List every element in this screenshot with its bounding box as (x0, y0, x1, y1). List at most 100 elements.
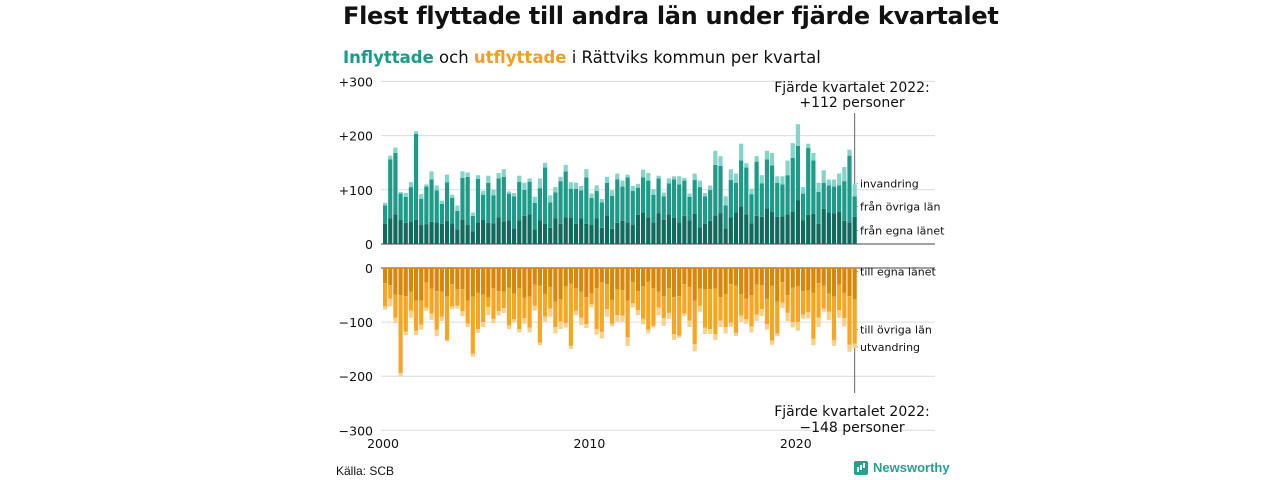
outflow-bar-segment (651, 325, 656, 328)
outflow-bar-segment (537, 268, 542, 286)
inflow-bar-segment (625, 174, 630, 178)
outflow-bar-segment (501, 268, 506, 292)
outflow-bar-segment (785, 295, 790, 313)
outflow-bar-segment (842, 292, 847, 319)
outflow-bar-segment (460, 268, 465, 290)
outflow-bar-segment (682, 313, 687, 317)
inflow-bar-segment (816, 223, 821, 244)
y-tick-label-inflow: +100 (339, 183, 373, 198)
outflow-bar-segment (718, 320, 723, 327)
inflow-bar-segment (450, 223, 455, 244)
outflow-bar-segment (413, 268, 419, 301)
inflow-bar-segment (450, 197, 455, 224)
outflow-bar-segment (821, 268, 826, 286)
outflow-bar-segment (630, 282, 635, 304)
inflow-bar-segment (806, 214, 811, 244)
inflow-bar-segment (573, 223, 579, 244)
inflow-bar-segment (558, 181, 563, 224)
outflow-bar-segment (661, 296, 666, 319)
inflow-bar-segment (393, 214, 398, 244)
inflow-bar-segment (537, 220, 542, 244)
outflow-bar-segment (610, 299, 615, 324)
outflow-bar-segment (697, 268, 702, 289)
inflow-bar-segment (795, 124, 800, 146)
inflow-bar-segment (512, 196, 517, 229)
outflow-bar-segment (439, 316, 444, 322)
inflow-bar-segment (702, 193, 708, 197)
inflow-bar-segment (537, 178, 542, 189)
inflow-bar-segment (811, 213, 816, 244)
outflow-bar-segment (465, 323, 470, 327)
inflow-bar-segment (852, 196, 857, 217)
inflow-bar-segment (496, 217, 501, 244)
inflow-bar-segment (527, 214, 532, 244)
inflow-bar-segment (795, 145, 800, 201)
inflow-bar-segment (512, 193, 517, 197)
inflow-bar-segment (656, 213, 661, 244)
outflow-bar-segment (837, 284, 842, 311)
inflow-bar-segment (852, 184, 857, 197)
outflow-bar-segment (733, 268, 739, 286)
brand-logo[interactable]: Newsworthy (854, 460, 950, 475)
inflow-bar-segment (677, 222, 682, 244)
outflow-bar-segment (444, 296, 450, 340)
inflow-bar-segment (806, 148, 811, 215)
inflow-bar-segment (408, 221, 413, 244)
outflow-bar-segment (744, 319, 749, 324)
inflow-bar-segment (620, 186, 625, 221)
outflow-bar-segment (625, 337, 630, 346)
inflow-bar-segment (563, 217, 568, 244)
subtitle-and-word: och (439, 48, 469, 67)
inflow-bar-segment (475, 178, 481, 223)
inflow-bar-segment (532, 229, 537, 244)
inflow-bar-segment (429, 221, 434, 244)
outflow-bar-segment (403, 268, 408, 297)
inflow-bar-segment (460, 171, 465, 178)
source-label: Källa: SCB (336, 464, 395, 478)
outflow-bar-segment (573, 310, 579, 316)
inflow-bar-segment (465, 176, 470, 226)
outflow-bar-segment (424, 268, 429, 283)
series-label: från egna länet (860, 224, 945, 237)
inflow-bar-segment (821, 182, 826, 209)
outflow-bar-segment (486, 268, 491, 298)
inflow-bar-segment (713, 150, 718, 165)
outflow-bar-segment (800, 291, 806, 315)
inflow-bar-segment (506, 220, 512, 244)
outflow-bar-segment (568, 283, 573, 346)
inflow-bar-segment (434, 190, 439, 223)
outflow-bar-segment (532, 268, 537, 285)
inflow-bar-segment (460, 177, 465, 220)
inflow-bar-segment (718, 165, 723, 214)
outflow-bar-segment (532, 284, 537, 306)
inflow-bar-segment (470, 231, 475, 244)
inflow-bar-segment (558, 176, 563, 182)
outflow-bar-segment (553, 301, 558, 327)
outflow-bar-segment (656, 291, 661, 308)
inflow-bar-segment (481, 194, 486, 220)
inflow-bar-segment (744, 214, 749, 244)
outflow-bar-segment (847, 268, 852, 297)
outflow-bar-segment (754, 284, 759, 315)
inflow-bar-segment (790, 143, 795, 158)
inflow-bar-segment (455, 210, 460, 230)
outflow-bar-segment (733, 285, 739, 333)
y-tick-label-outflow: −300 (339, 423, 373, 438)
outflow-bar-segment (790, 287, 795, 323)
inflow-bar-segment (697, 180, 702, 188)
outflow-bar-segment (749, 326, 754, 333)
inflow-bar-segment (450, 194, 455, 198)
outflow-bar-segment (450, 268, 455, 285)
outflow-bar-segment (517, 268, 522, 289)
inflow-bar-segment (413, 133, 419, 220)
inflow-bar-segment (806, 143, 811, 149)
outflow-bar-segment (744, 298, 749, 320)
inflow-bar-segment (687, 220, 692, 244)
outflow-bar-segment (641, 268, 646, 287)
outflow-bar-segment (439, 268, 444, 292)
inflow-bar-segment (697, 227, 702, 244)
subtitle-outflow-word: utflyttade (473, 48, 567, 67)
inflow-bar-segment (646, 173, 651, 181)
inflow-bar-segment (780, 184, 785, 217)
inflow-bar-segment (682, 215, 687, 244)
